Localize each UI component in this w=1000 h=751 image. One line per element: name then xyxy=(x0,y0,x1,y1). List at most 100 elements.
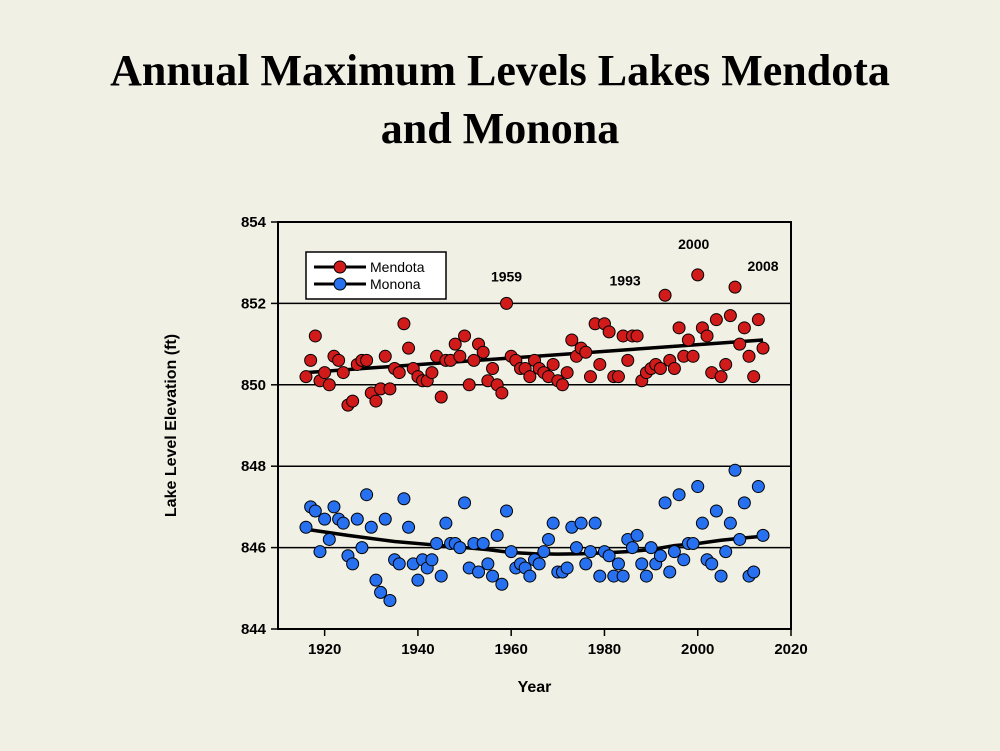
mendota-point xyxy=(322,378,336,392)
annotation-1993: 1993 xyxy=(610,272,641,288)
y-tick-label-850: 850 xyxy=(241,377,266,394)
mendota-point xyxy=(360,353,374,367)
mendota-point xyxy=(742,349,756,363)
y-tick-label-848: 848 xyxy=(241,458,266,475)
mendota-point xyxy=(453,349,467,363)
monona-point xyxy=(402,520,416,534)
mendota-point xyxy=(425,366,439,380)
monona-point xyxy=(653,549,667,563)
mendota-point xyxy=(714,370,728,384)
mendota-point xyxy=(397,317,411,331)
mendota-point xyxy=(672,321,686,335)
mendota-point xyxy=(719,357,733,371)
x-axis-title: Year xyxy=(518,679,552,696)
monona-point xyxy=(355,541,369,555)
mendota-point xyxy=(751,313,765,327)
monona-point xyxy=(672,488,686,502)
monona-point xyxy=(723,516,737,530)
monona-point xyxy=(616,569,630,583)
mendota-point xyxy=(611,370,625,384)
monona-point xyxy=(327,500,341,514)
axis-ticks: 1920 1940 1960 1980 2000 2020 844 846 848 850 852 8… xyxy=(241,214,808,658)
monona-point xyxy=(695,516,709,530)
mendota-point xyxy=(378,349,392,363)
monona-point xyxy=(644,541,658,555)
mendota-point xyxy=(667,362,681,376)
mendota-point xyxy=(523,370,537,384)
data-points xyxy=(299,268,770,608)
legend-monona-label: Monona xyxy=(370,276,421,292)
mendota-point xyxy=(336,366,350,380)
monona-point xyxy=(560,561,574,575)
monona-point xyxy=(611,557,625,571)
monona-point xyxy=(583,545,597,559)
mendota-point xyxy=(560,366,574,380)
monona-point xyxy=(392,557,406,571)
mendota-point xyxy=(658,288,672,302)
monona-point xyxy=(476,537,490,551)
monona-point xyxy=(490,528,504,542)
monona-point xyxy=(336,516,350,530)
mendota-point xyxy=(392,366,406,380)
slide-title: Annual Maximum Levels Lakes Mendota and … xyxy=(0,42,1000,158)
legend-monona-marker xyxy=(333,277,347,291)
mendota-point xyxy=(602,325,616,339)
x-tick-label-1920: 1920 xyxy=(308,641,341,658)
mendota-point xyxy=(728,280,742,294)
mendota-point xyxy=(346,394,360,408)
annotation-2000: 2000 xyxy=(678,236,709,252)
monona-point xyxy=(453,541,467,555)
monona-point xyxy=(691,480,705,494)
mendota-point xyxy=(709,313,723,327)
mendota-point xyxy=(583,370,597,384)
monona-point xyxy=(667,545,681,559)
monona-point xyxy=(318,512,332,526)
mendota-point xyxy=(593,357,607,371)
mendota-point xyxy=(402,341,416,355)
monona-point xyxy=(299,520,313,534)
monona-point xyxy=(374,585,388,599)
mendota-point xyxy=(546,357,560,371)
x-tick-label-2020: 2020 xyxy=(774,641,807,658)
mendota-point xyxy=(304,353,318,367)
monona-point xyxy=(495,577,509,591)
mendota-point xyxy=(383,382,397,396)
monona-point xyxy=(686,537,700,551)
monona-point xyxy=(322,532,336,546)
mendota-point xyxy=(555,378,569,392)
monona-point xyxy=(747,565,761,579)
mendota-point xyxy=(756,341,770,355)
monona-point xyxy=(537,545,551,559)
plot-frame xyxy=(277,221,792,630)
mendota-point xyxy=(486,362,500,376)
monona-point xyxy=(602,549,616,563)
monona-point xyxy=(705,557,719,571)
legend-box xyxy=(305,251,447,300)
mendota-point xyxy=(467,353,481,367)
monona-point xyxy=(751,480,765,494)
mendota-point xyxy=(458,329,472,343)
monona-point xyxy=(756,528,770,542)
monona-point xyxy=(350,512,364,526)
mendota-point xyxy=(476,345,490,359)
monona-point xyxy=(630,528,644,542)
monona-point xyxy=(500,504,514,518)
monona-point xyxy=(677,553,691,567)
mendota-point xyxy=(691,268,705,282)
legend-mendota-label: Mendota xyxy=(370,259,425,275)
mendota-point xyxy=(686,349,700,363)
y-tick-label-846: 846 xyxy=(241,540,266,557)
slide-title-line-2: and Monona xyxy=(380,104,620,153)
monona-point xyxy=(719,545,733,559)
monona-point xyxy=(574,516,588,530)
mendota-point xyxy=(500,296,514,310)
mendota-point xyxy=(462,378,476,392)
mendota-point xyxy=(332,353,346,367)
mendota-point xyxy=(747,370,761,384)
monona-point xyxy=(369,573,383,587)
monona-point xyxy=(532,557,546,571)
annotations: 1959 1993 2000 2008 xyxy=(491,236,779,288)
monona-point xyxy=(411,573,425,587)
